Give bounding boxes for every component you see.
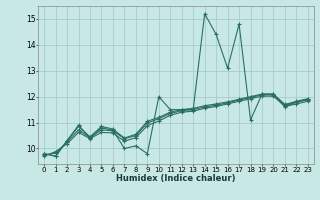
X-axis label: Humidex (Indice chaleur): Humidex (Indice chaleur) [116,174,236,183]
